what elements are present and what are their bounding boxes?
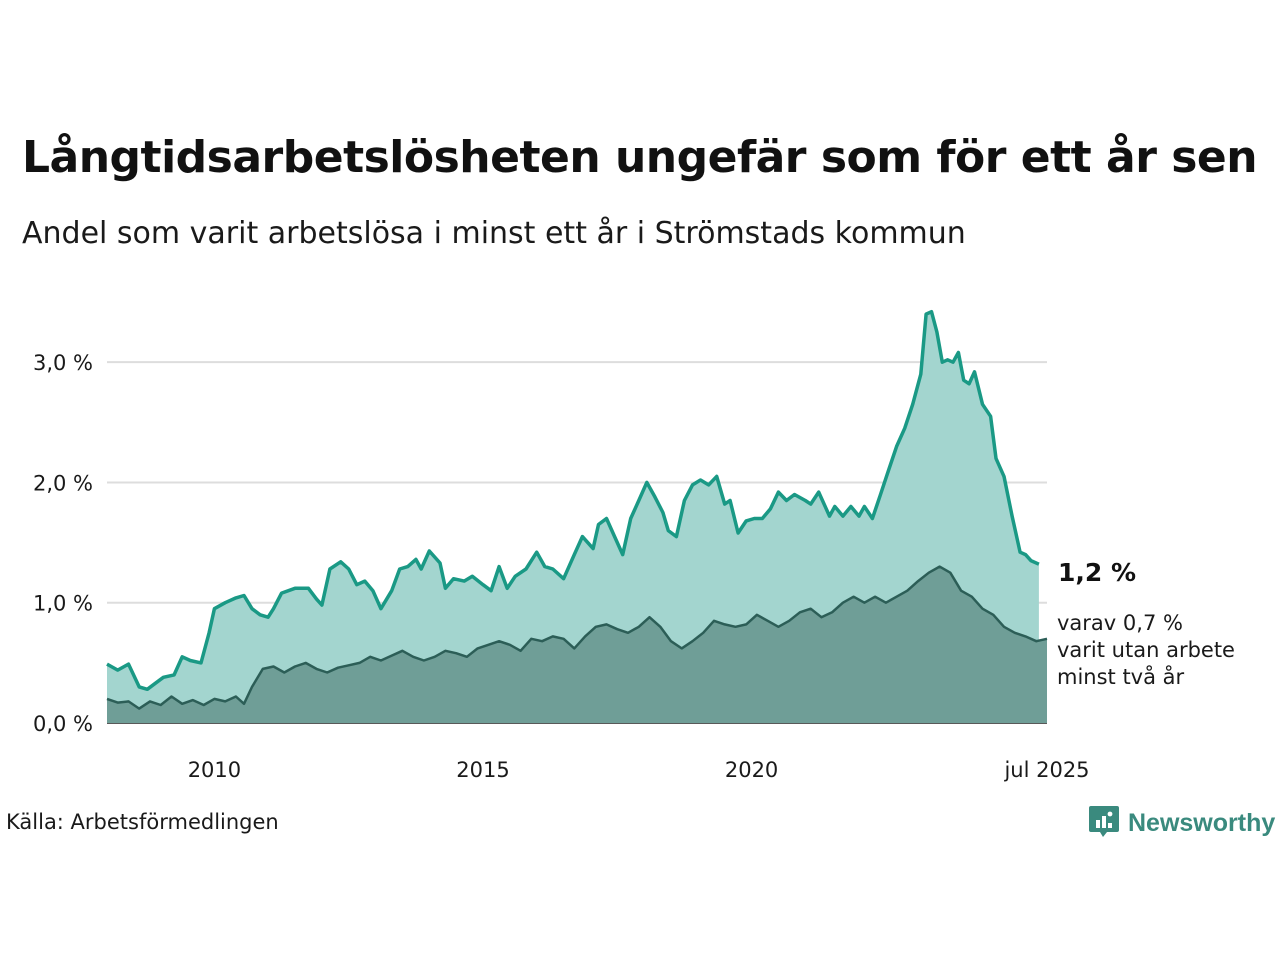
y-tick-label: 1,0 % [33,592,93,616]
annotation-two-year-line: varit utan arbete [1057,638,1235,662]
annotation-latest-value: 1,2 % [1058,558,1136,587]
x-tick-label: 2015 [456,758,509,782]
source-note: Källa: Arbetsförmedlingen [6,810,279,834]
annotation-two-year-line: varav 0,7 % [1057,611,1183,635]
x-axis: 2010 2015 2020 jul 2025 [188,758,1090,782]
y-tick-label: 3,0 % [33,351,93,375]
brand: Newsworthy [1088,804,1275,842]
series-area-2 [107,566,1047,723]
chart-subtitle: Andel som varit arbetslösa i minst ett å… [22,216,966,251]
annotation-two-year-line: minst två år [1057,664,1185,689]
x-tick-label: 2020 [725,758,778,782]
x-tick-label: jul 2025 [1003,758,1089,782]
chart-title: Långtidsarbetslösheten ungefär som för e… [22,132,1258,183]
series-layer [106,309,1048,723]
chart-area: 0,0 % 1,0 % 2,0 % 3,0 % 2010 2015 2020 jul 202… [33,309,1235,782]
newsworthy-logo-icon [1088,804,1120,842]
series-line-1 [106,309,1040,692]
y-axis: 0,0 % 1,0 % 2,0 % 3,0 % [33,351,93,736]
y-tick-label: 2,0 % [33,471,93,495]
y-tick-label: 0,0 % [33,712,93,736]
brand-name: Newsworthy [1128,808,1276,837]
x-tick-label: 2010 [188,758,241,782]
series-line-2 [106,565,1048,710]
